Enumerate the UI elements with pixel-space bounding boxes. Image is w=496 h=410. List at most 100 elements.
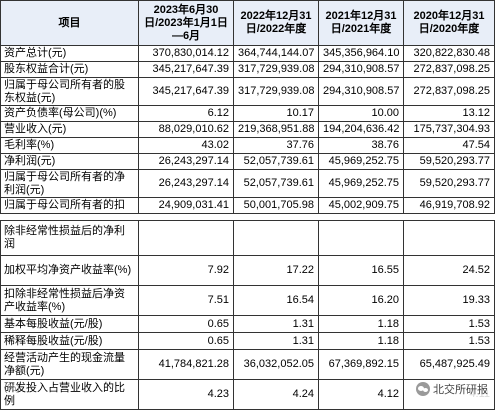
row-label: 归属于母公司所有者的净利润(元) [0, 169, 139, 198]
table-row: 营业收入(元) 88,029,010.62 219,368,951.88 194,20… [0, 121, 495, 138]
table-row: 稀释每股收益(元/股) 0.65 1.31 1.18 1.53 [0, 332, 495, 350]
table-row: 经营活动产生的现金流量净额(元) 41,784,821.28 36,032,052.… [0, 349, 495, 380]
table-cell: 26,243,297.14 [138, 153, 234, 170]
table-cell: 16.20 [318, 285, 404, 316]
row-label: 营业收入(元) [0, 121, 139, 138]
table-cell: 10.00 [318, 105, 404, 122]
table-cell: 1.53 [403, 332, 495, 350]
table-cell: 1.18 [318, 315, 404, 333]
table-row: 归属于母公司所有者的净利润(元) 26,243,297.14 52,057,739.… [0, 169, 495, 198]
table-cell: 16.54 [233, 285, 319, 316]
row-label: 归属于母公司所有者的股东权益(元) [0, 77, 139, 106]
table-cell: 320,822,830.48 [403, 45, 495, 62]
table-cell: 19.33 [403, 285, 495, 316]
table-cell: 345,217,647.39 [138, 77, 234, 106]
watermark-left-text: (%) [4, 383, 20, 394]
row-label: 稀释每股收益(元/股) [0, 332, 139, 350]
row-label: 股东权益合计(元) [0, 61, 139, 78]
table-row: 归属于母公司所有者的股东权益(元) 345,217,647.39 317,729,9… [0, 77, 495, 106]
table-cell [318, 220, 404, 256]
table-cell: 45,969,252.75 [318, 153, 404, 170]
financial-table-bottom: 除非经常性损益后的净利润 加权平均净资产收益率(%) 7.92 17.22 16.55 2… [0, 220, 495, 410]
table-cell: 59,520,293.77 [403, 169, 495, 198]
table-cell: 65,487,925.49 [403, 349, 495, 380]
table-row: 毛利率(%) 43.02 37.76 38.76 47.54 [0, 137, 495, 154]
table-cell: 52,057,739.61 [233, 169, 319, 198]
table-cell: 317,729,939.08 [233, 61, 319, 78]
table-row: 资产总计(元) 370,830,014.12 364,744,144.07 345,3… [0, 45, 495, 62]
table-cell: 175,737,304.93 [403, 121, 495, 138]
table-cell: 36,032,052.05 [233, 349, 319, 380]
row-label: 基本每股收益(元/股) [0, 315, 139, 333]
table-cell: 7.92 [138, 255, 234, 286]
table-row: 资产负债率(母公司)(%) 6.12 10.17 10.00 13.12 [0, 105, 495, 122]
header-2021: 2021年12月31日/2021年度 [318, 0, 404, 46]
table-cell: 294,310,908.57 [318, 61, 404, 78]
watermark: 北交所研报 [414, 380, 490, 398]
table-cell: 13.12 [403, 105, 495, 122]
table-cell: 24,909,031.41 [138, 197, 234, 214]
table-cell: 364,744,144.07 [233, 45, 319, 62]
table-cell: 1.53 [403, 315, 495, 333]
table-cell: 52,057,739.61 [233, 153, 319, 170]
watermark-text: 北交所研报 [433, 384, 488, 396]
table-cell: 88,029,010.62 [138, 121, 234, 138]
table-cell [403, 220, 495, 256]
table-cell: 38.76 [318, 137, 404, 154]
header-row: 项目 2023年6月30日/2023年1月1日—6月 2022年12月31日/2… [0, 0, 495, 46]
table-cell: 345,217,647.39 [138, 61, 234, 78]
table-cell: 1.31 [233, 315, 319, 333]
row-label: 除非经常性损益后的净利润 [0, 220, 139, 256]
table-cell: 0.65 [138, 315, 234, 333]
row-label: 资产负债率(母公司)(%) [0, 105, 139, 122]
row-label: 归属于母公司所有者的扣 [0, 197, 139, 214]
table-cell: 272,837,098.25 [403, 61, 495, 78]
table-row: 扣除非经常性损益后净资产收益率(%) 7.51 16.54 16.20 19.33 [0, 285, 495, 316]
header-2022: 2022年12月31日/2022年度 [233, 0, 319, 46]
row-label: 净利润(元) [0, 153, 139, 170]
table-cell: 37.76 [233, 137, 319, 154]
table-cell [138, 220, 234, 256]
table-row: 基本每股收益(元/股) 0.65 1.31 1.18 1.53 [0, 315, 495, 333]
table-row: 归属于母公司所有者的扣 24,909,031.41 50,001,705.98 45,… [0, 197, 495, 214]
row-label: 加权平均净资产收益率(%) [0, 255, 139, 286]
table-cell: 47.54 [403, 137, 495, 154]
table-cell: 26,243,297.14 [138, 169, 234, 198]
table-cell: 45,002,909.75 [318, 197, 404, 214]
row-label: 资产总计(元) [0, 45, 139, 62]
financial-table-top: 项目 2023年6月30日/2023年1月1日—6月 2022年12月31日/2… [0, 0, 495, 214]
table-cell: 17.22 [233, 255, 319, 286]
header-item: 项目 [0, 0, 139, 46]
table-row: 股东权益合计(元) 345,217,647.39 317,729,939.08 294… [0, 61, 495, 78]
table-cell: 4.23 [138, 379, 234, 410]
table-cell: 7.51 [138, 285, 234, 316]
table-cell: 0.65 [138, 332, 234, 350]
table-cell: 67,369,892.15 [318, 349, 404, 380]
row-label: 研发投入占营业收入的比例 [0, 379, 139, 410]
table-cell: 272,837,098.25 [403, 77, 495, 106]
table-cell: 45,969,252.75 [318, 169, 404, 198]
table-cell: 4.24 [233, 379, 319, 410]
table-cell: 24.52 [403, 255, 495, 286]
table-cell: 317,729,939.08 [233, 77, 319, 106]
table-cell: 1.31 [233, 332, 319, 350]
table-cell: 294,310,908.57 [318, 77, 404, 106]
header-2020: 2020年12月31日/2020年度 [403, 0, 495, 46]
table-cell: 41,784,821.28 [138, 349, 234, 380]
row-label: 扣除非经常性损益后净资产收益率(%) [0, 285, 139, 316]
table-cell: 16.55 [318, 255, 404, 286]
table-cell: 370,830,014.12 [138, 45, 234, 62]
wechat-icon [416, 382, 430, 396]
table-cell: 4.12 [318, 379, 404, 410]
row-label: 毛利率(%) [0, 137, 139, 154]
table-row: 除非经常性损益后的净利润 [0, 220, 495, 256]
table-cell: 219,368,951.88 [233, 121, 319, 138]
table-cell: 50,001,705.98 [233, 197, 319, 214]
table-row: 加权平均净资产收益率(%) 7.92 17.22 16.55 24.52 [0, 255, 495, 286]
table-cell: 10.17 [233, 105, 319, 122]
table-cell: 6.12 [138, 105, 234, 122]
row-label: 经营活动产生的现金流量净额(元) [0, 349, 139, 380]
table-row: 净利润(元) 26,243,297.14 52,057,739.61 45,969,2… [0, 153, 495, 170]
header-2023h1: 2023年6月30日/2023年1月1日—6月 [138, 0, 234, 46]
table-cell: 46,919,708.92 [403, 197, 495, 214]
